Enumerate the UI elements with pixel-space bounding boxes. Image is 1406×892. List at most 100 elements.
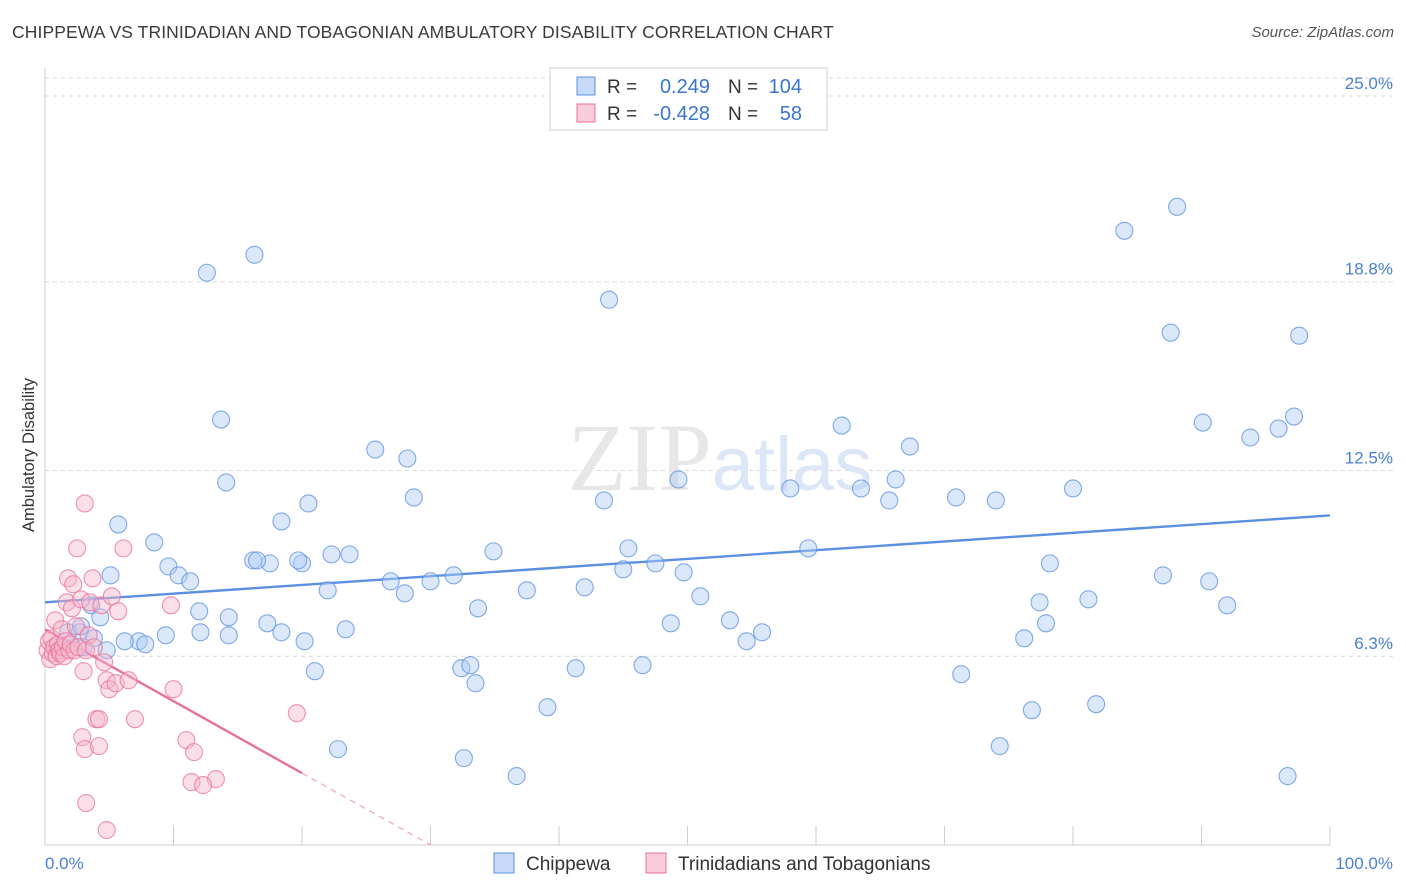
legend: R = 0.249 N = 104 R = -0.428 N = 58 (549, 67, 828, 131)
chippewa-point (381, 572, 400, 591)
trinidadian-point (125, 710, 144, 729)
chippewa-point (219, 608, 238, 627)
chippewa-point (1241, 428, 1260, 447)
chippewa-point (990, 737, 1009, 756)
chippewa-point (594, 491, 614, 510)
watermark-atlas: atlas (712, 422, 873, 507)
watermark-zip: ZIP (568, 404, 712, 511)
chippewa-point (82, 596, 101, 615)
chippewa-point (219, 626, 238, 645)
trinidadian-point (52, 620, 71, 639)
chippewa-point (832, 416, 851, 435)
chippewa-point (1063, 479, 1083, 498)
chippewa-point (1269, 419, 1288, 438)
trinidadian-point (102, 587, 121, 606)
chippewa-point (169, 566, 188, 585)
chippewa-point (468, 599, 488, 618)
trinidadian-point (109, 602, 128, 621)
axes-layer: 6.3% 12.5% 18.8% 25.0% 0.0% 100.0% Ambulatory … (20, 68, 1393, 873)
chippewa-point (421, 572, 440, 591)
chippewa-point (986, 491, 1005, 510)
chippewa-point (1087, 695, 1106, 714)
chippewa-point (1168, 197, 1187, 216)
chippewa-point (156, 626, 175, 645)
trinidadian-point (89, 737, 109, 756)
chippewa-point (340, 545, 359, 564)
trinidadian-point (92, 596, 111, 615)
legend-trinidadian-swatch[interactable] (645, 852, 667, 874)
legend-chippewa-label[interactable]: Chippewa (526, 854, 611, 875)
chippewa-point (136, 635, 155, 654)
chippewa-point (404, 488, 423, 507)
chippewa-point (947, 488, 966, 507)
chippewa-point (619, 539, 638, 558)
chippewa-point (720, 611, 739, 630)
chippewa-point (691, 587, 710, 606)
points-layer (38, 197, 1309, 840)
y-tick-label: 25.0% (1345, 74, 1393, 93)
chippewa-point (1218, 596, 1237, 615)
y-axis-label: Ambulatory Disability (20, 377, 38, 532)
chippewa-point (398, 449, 417, 468)
chippewa-point (466, 674, 485, 693)
chippewa-point (305, 662, 324, 681)
watermark: ZIPatlas (568, 404, 873, 511)
chippewa-point (1200, 572, 1219, 591)
trinidadian-point (119, 671, 138, 690)
trinidadian-point (164, 680, 183, 699)
y-tick-label: 12.5% (1345, 448, 1393, 467)
chippewa-point (336, 620, 355, 639)
trinidadian-point (64, 575, 83, 594)
legend-n-label: N = (728, 104, 758, 125)
chippewa-point (247, 551, 267, 570)
chippewa-point (181, 572, 200, 591)
trinidadian-point (57, 593, 76, 612)
chippewa-point (272, 512, 291, 531)
chippewa-point (1030, 593, 1049, 612)
chippewa-point (159, 557, 178, 576)
trinidadian-trend-extension (301, 772, 431, 846)
chippewa-point (669, 470, 688, 489)
trinidadian-point (66, 617, 85, 636)
chippewa-point (444, 566, 463, 585)
bottom-legend: Chippewa Trinidadians and Tobagonians (493, 852, 930, 875)
x-tick-label: 0.0% (45, 854, 84, 873)
chippewa-point (258, 614, 277, 633)
chippewa-point (395, 584, 414, 603)
legend-trinidadian-label[interactable]: Trinidadians and Tobagonians (678, 854, 930, 875)
chippewa-point (190, 602, 209, 621)
chippewa-point (295, 632, 314, 651)
trinidadian-point (74, 662, 93, 681)
trinidadian-point (75, 494, 94, 513)
legend-n-value: 104 (769, 76, 802, 98)
trinidadian-point (185, 743, 204, 762)
chippewa-point (538, 698, 557, 717)
chippewa-point (197, 263, 216, 282)
chippewa-point (661, 614, 680, 633)
chippewa-point (1036, 614, 1056, 633)
chippewa-point (1193, 413, 1212, 432)
chippewa-point (191, 623, 210, 642)
chart-title: CHIPPEWA VS TRINIDADIAN AND TOBAGONIAN A… (12, 22, 834, 42)
chippewa-point (674, 563, 693, 582)
chippewa-point (1161, 323, 1180, 342)
chippewa-point (454, 749, 473, 768)
legend-r-label: R = (607, 77, 637, 98)
trinidadian-point (73, 728, 92, 747)
legend-r-value: 0.249 (660, 76, 710, 98)
chippewa-point (646, 554, 665, 573)
trinidadian-point (95, 653, 114, 672)
legend-r-value: -0.428 (653, 103, 710, 125)
chippewa-point (799, 539, 818, 558)
chippewa-point (566, 659, 585, 678)
chippewa-point (115, 632, 134, 651)
chippewa-point (880, 491, 899, 510)
y-tick-label: 6.3% (1354, 634, 1393, 653)
chippewa-point (484, 542, 503, 561)
legend-swatch (576, 76, 596, 96)
legend-frame (549, 67, 828, 131)
legend-chippewa-swatch[interactable] (493, 852, 515, 874)
chippewa-point (1153, 566, 1172, 585)
chippewa-point (752, 623, 772, 642)
